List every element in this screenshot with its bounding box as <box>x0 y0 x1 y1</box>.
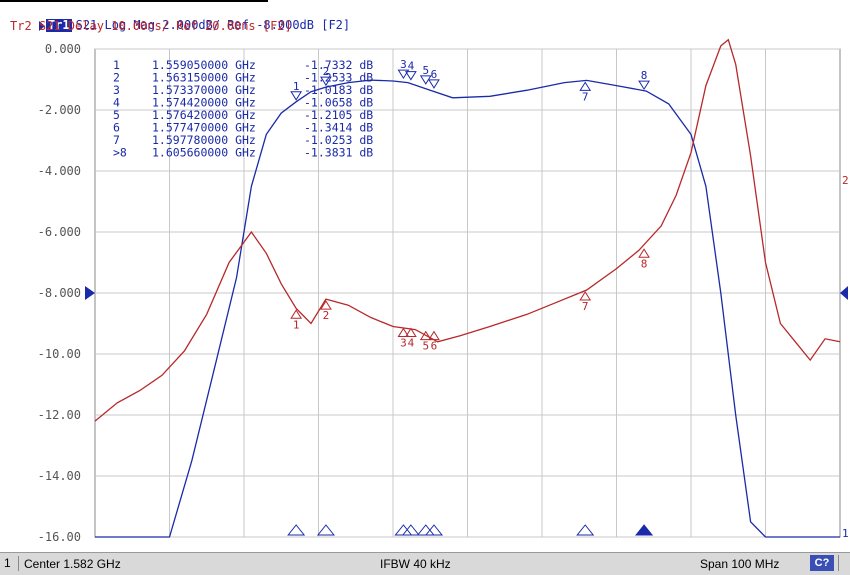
marker-triangle-6 <box>428 79 440 89</box>
header-underline <box>0 0 268 2</box>
marker-label-8: 8 <box>641 69 648 82</box>
marker-table-id: 7 <box>113 133 120 147</box>
marker-table-value: -1.3414 dB <box>304 121 373 135</box>
marker-table-value: -1.3831 dB <box>304 146 373 160</box>
marker-label-5: 5 <box>422 340 429 353</box>
marker-triangle-3 <box>397 69 410 80</box>
marker-label-2: 2 <box>323 309 330 322</box>
marker-triangle-1 <box>290 91 303 101</box>
marker-triangle-5 <box>419 330 432 341</box>
marker-label-7: 7 <box>582 90 589 103</box>
trace1-badge[interactable]: Tr1 <box>45 18 72 32</box>
marker-triangle-3 <box>397 327 410 338</box>
marker-table-frequency: 1.577470000 GHz <box>152 121 256 135</box>
calibration-badge[interactable]: C? <box>810 555 834 571</box>
marker-triangle-2 <box>320 76 332 87</box>
marker-label-5: 5 <box>422 64 429 77</box>
trace1-scale-tag: 1 <box>842 527 849 540</box>
plot-grid <box>94 48 841 538</box>
marker-label-8: 8 <box>641 257 648 270</box>
center-frequency[interactable]: Center 1.582 GHz <box>24 557 121 571</box>
y-tick-label: -2.000 <box>38 103 81 117</box>
marker-table-frequency: 1.574420000 GHz <box>152 96 256 110</box>
y-tick-label: -6.000 <box>38 225 81 239</box>
marker-triangle-6 <box>428 330 440 341</box>
marker-table-frequency: 1.563150000 GHz <box>152 71 256 85</box>
marker-triangle-7 <box>579 81 592 91</box>
marker-label-4: 4 <box>408 337 415 350</box>
marker-table-id: 6 <box>113 121 120 135</box>
marker-triangle-1 <box>290 309 303 319</box>
marker-table-frequency: 1.559050000 GHz <box>152 58 256 72</box>
marker-triangle-8 <box>638 80 650 91</box>
marker-table-frequency: 1.605660000 GHz <box>152 146 256 160</box>
ifbw-setting[interactable]: IFBW 40 kHz <box>380 557 451 571</box>
marker-table-value: -1.2105 dB <box>304 108 373 122</box>
marker-triangle-4 <box>404 71 417 81</box>
right-reference-arrow-icon <box>840 286 848 300</box>
trace2-line[interactable]: Tr2 S21 Delay 10.00ns/ Ref 20.00ns [F2] <box>10 19 292 33</box>
marker-table-value: -1.7332 dB <box>304 58 373 72</box>
left-reference-arrow-icon <box>85 286 95 300</box>
marker-label-4: 4 <box>408 60 415 73</box>
bottom-marker-8 <box>635 524 654 536</box>
y-tick-label: -8.000 <box>38 286 81 300</box>
marker-table-id: 4 <box>113 96 120 110</box>
marker-table-frequency: 1.597780000 GHz <box>152 133 256 147</box>
vna-plot[interactable]: 0.000 -2.000 -4.000 -6.000 -8.000 -10.00 -12.0… <box>0 0 850 552</box>
marker-table-value: -1.2533 dB <box>304 71 373 85</box>
y-tick-label: -14.00 <box>38 469 81 483</box>
marker-label-3: 3 <box>400 337 407 350</box>
bottom-marker-4 <box>401 524 420 536</box>
axis-decorations: 21 <box>85 174 849 540</box>
marker-table-id: >8 <box>113 146 127 160</box>
y-axis-labels: 0.000 -2.000 -4.000 -6.000 -8.000 -10.00 -12.0… <box>38 42 81 544</box>
active-trace-arrow-icon <box>38 20 45 31</box>
trace1-line[interactable]: Tr1 S21 Log Mag 2.000dB/ Ref -8.000dB [F2… <box>10 6 350 45</box>
marker-table-frequency: 1.576420000 GHz <box>152 108 256 122</box>
marker-table-value: -1.0658 dB <box>304 96 373 110</box>
y-tick-label: -10.00 <box>38 347 81 361</box>
marker-table-id: 1 <box>113 58 120 72</box>
marker-triangle-7 <box>579 291 592 301</box>
y-tick-label: -4.000 <box>38 164 81 178</box>
y-tick-label: -12.00 <box>38 408 81 422</box>
trace2-scale-tag: 2 <box>842 174 849 187</box>
marker-table-value: -1.0183 dB <box>304 83 373 97</box>
marker-table-id: 3 <box>113 83 120 97</box>
bottom-marker-6 <box>424 524 444 536</box>
trace1-settings: S21 Log Mag 2.000dB/ Ref -8.000dB [F2] <box>75 18 351 32</box>
marker-table-value: -1.0253 dB <box>304 133 373 147</box>
marker-triangle-8 <box>638 248 650 258</box>
trace-header: Tr1 S21 Log Mag 2.000dB/ Ref -8.000dB [F2… <box>0 3 850 37</box>
marker-label-6: 6 <box>431 340 438 353</box>
marker-triangle-2 <box>320 300 332 310</box>
span-setting[interactable]: Span 100 MHz <box>700 557 780 571</box>
marker-table: 1 1.559050000 GHz -1.7332 dB2 1.563150000 G… <box>113 58 373 160</box>
marker-label-1: 1 <box>293 318 300 331</box>
bottom-marker-7 <box>576 524 595 536</box>
plot-traces <box>94 38 841 538</box>
marker-table-id: 5 <box>113 108 120 122</box>
marker-label-7: 7 <box>582 300 589 313</box>
marker-label-2: 2 <box>323 65 330 78</box>
status-end-cell <box>838 555 849 571</box>
trace-line-tr2 <box>94 38 841 422</box>
marker-label-3: 3 <box>400 58 407 71</box>
trace-line-tr1 <box>95 79 840 538</box>
y-tick-label: -16.00 <box>38 530 81 544</box>
y-tick-label: 0.000 <box>45 42 81 56</box>
marker-table-id: 2 <box>113 71 120 85</box>
marker-label-6: 6 <box>431 68 438 81</box>
marker-table-frequency: 1.573370000 GHz <box>152 83 256 97</box>
bottom-marker-2 <box>316 524 335 536</box>
marker-triangle-4 <box>404 327 417 338</box>
marker-triangle-5 <box>419 75 432 85</box>
marker-label-1: 1 <box>293 80 300 93</box>
status-bar: 1 Center 1.582 GHz IFBW 40 kHz Span 100 … <box>0 552 850 575</box>
bottom-marker-1 <box>287 524 306 536</box>
channel-indicator[interactable]: 1 <box>4 556 19 571</box>
